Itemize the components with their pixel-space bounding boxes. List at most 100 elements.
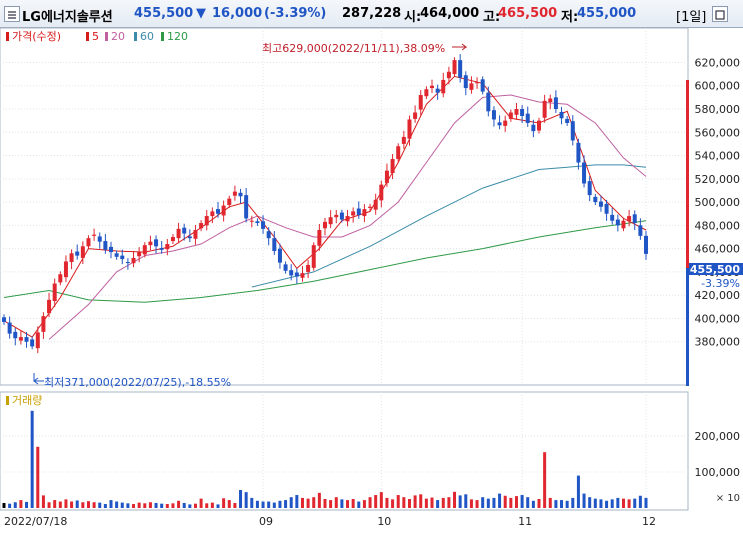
volume-bar: [47, 502, 51, 508]
volume-bar: [233, 502, 237, 508]
volume-bar: [458, 495, 462, 508]
price-tick-label: 500,000: [695, 196, 741, 209]
date-tick-label: 12: [642, 515, 656, 528]
candle-body: [587, 181, 592, 196]
candle-body: [294, 272, 299, 277]
down-arrow-icon: ▼: [196, 6, 206, 21]
candle-body: [244, 195, 249, 219]
candle-body: [339, 212, 344, 220]
legend-ma60: 60: [140, 30, 154, 43]
price-axis: 380,000400,000420,000440,000460,000480,0…: [695, 56, 741, 348]
candle-body: [458, 60, 463, 78]
volume-bar: [115, 501, 119, 508]
candle-body: [368, 206, 373, 208]
price-range-bar: [686, 80, 689, 268]
candle-body: [430, 85, 434, 89]
legend-ma60-marker: [134, 32, 137, 41]
legend-ma20-marker: [105, 32, 108, 41]
volume-bar: [30, 410, 34, 508]
volume-bar: [554, 500, 558, 508]
candle-body: [356, 208, 361, 215]
volume-bar: [205, 503, 209, 508]
volume-bar: [475, 500, 479, 508]
volume-bar: [593, 498, 597, 508]
volume-bar: [36, 446, 40, 508]
legend-ma120-marker: [161, 32, 164, 41]
price-tick-label: 580,000: [695, 103, 741, 116]
candle-body: [593, 196, 598, 203]
period-selector[interactable]: [1일]: [676, 10, 707, 25]
open-label: 시:: [404, 10, 422, 25]
candle-body: [249, 220, 254, 222]
volume-bar: [53, 500, 57, 508]
volume-bar: [588, 497, 592, 508]
volume-unit: × 10: [716, 493, 740, 504]
date-tick-label: 11: [518, 515, 532, 528]
volume-bar: [492, 497, 496, 508]
candle-body: [345, 216, 350, 222]
candle-body: [58, 274, 63, 283]
volume-bar: [633, 498, 637, 508]
candles: [2, 54, 648, 354]
legend-volume-label: 거래량: [12, 394, 42, 407]
volume-bar: [165, 504, 169, 508]
candle-body: [131, 257, 136, 264]
volume-bar: [58, 501, 62, 508]
volume-bar: [222, 498, 226, 508]
volume-bar: [323, 499, 327, 508]
candle-body: [125, 262, 130, 264]
stock-name[interactable]: LG에너지솔루션: [22, 10, 113, 25]
candle-body: [300, 273, 305, 278]
volume-bar: [503, 495, 507, 508]
volume-bar: [537, 499, 541, 508]
settings-icon[interactable]: [712, 6, 728, 22]
ma120-line: [3, 220, 647, 303]
candle-body: [261, 221, 266, 229]
volume-bar: [137, 502, 141, 508]
candle-body: [610, 214, 615, 221]
volume-bar: [2, 502, 6, 508]
candle-body: [559, 111, 564, 119]
low-arrow-icon: [33, 373, 44, 385]
candle-body: [210, 211, 215, 217]
candle-body: [120, 255, 125, 260]
candle-body: [497, 122, 502, 126]
candle-body: [7, 322, 12, 334]
stock-menu-icon[interactable]: [4, 6, 20, 22]
volume-bar: [19, 500, 23, 508]
candle-body: [283, 264, 288, 271]
volume-bar: [464, 494, 468, 508]
candle-body: [401, 136, 406, 144]
volume-bar: [126, 503, 130, 508]
candle-body: [553, 97, 558, 110]
volume-bar: [41, 495, 45, 508]
volume-bar: [616, 497, 620, 508]
date-tick-label: 2022/07/18: [4, 515, 67, 528]
candle-body: [311, 245, 316, 268]
candle-body: [525, 113, 530, 123]
volume-bar: [188, 504, 192, 508]
volume-bar: [25, 501, 29, 508]
candle-body: [452, 60, 457, 75]
price-tick-label: 620,000: [695, 56, 741, 69]
legend-ma5: 5: [92, 30, 99, 43]
volume-bar: [75, 500, 79, 508]
volume-bar: [261, 501, 265, 508]
volume-bar: [385, 497, 389, 508]
volume-bar: [379, 492, 383, 508]
candle-body: [413, 112, 418, 119]
candle-body: [35, 332, 40, 349]
candle-body: [520, 109, 525, 116]
candle-body: [317, 230, 322, 246]
candle-body: [277, 248, 282, 263]
volume-bar: [374, 495, 378, 508]
candle-body: [47, 299, 52, 314]
date-axis: 2022/07/18 09 10 11 12: [4, 515, 656, 528]
candle-body: [615, 219, 620, 226]
volume-bar: [193, 503, 197, 508]
volume-bar: [430, 497, 434, 508]
candle-body: [486, 92, 491, 112]
volume-bar: [306, 498, 310, 508]
volume-bar: [368, 497, 372, 508]
volume-bar: [610, 499, 614, 508]
